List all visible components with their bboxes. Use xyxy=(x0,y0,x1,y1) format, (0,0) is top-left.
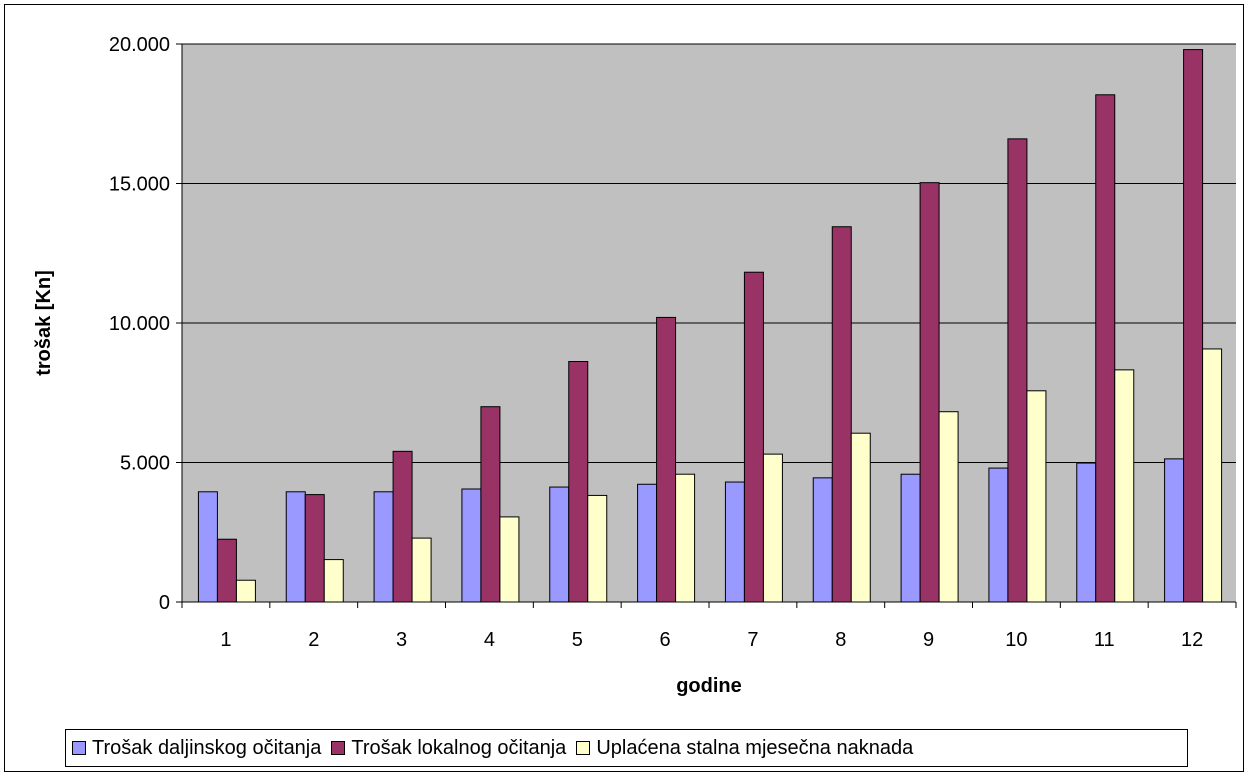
bar xyxy=(988,467,1009,603)
bar xyxy=(392,450,413,603)
x-tick-label: 11 xyxy=(1094,629,1115,651)
legend-label: Trošak daljinskog očitanja xyxy=(92,736,322,759)
legend-item: Trošak daljinskog očitanja xyxy=(72,737,321,760)
bar xyxy=(850,432,871,603)
bar xyxy=(235,579,256,603)
bar xyxy=(373,491,394,603)
bar xyxy=(724,481,745,603)
bar xyxy=(480,406,501,603)
y-tick-label: 10.000 xyxy=(109,313,170,335)
legend-swatch xyxy=(72,741,86,755)
legend-item: Uplaćena stalna mjesečna naknada xyxy=(576,737,913,760)
y-axis-title: trošak [Kn] xyxy=(33,270,55,376)
x-tick-label: 1 xyxy=(220,629,231,651)
y-tick-label: 15.000 xyxy=(109,174,170,196)
bar xyxy=(549,486,570,603)
x-tick-label: 9 xyxy=(923,629,934,651)
x-tick-label: 3 xyxy=(396,629,407,651)
bar xyxy=(323,559,344,603)
y-tick-labels: 0 5.000 10.000 15.000 20.000 xyxy=(109,34,170,614)
bar xyxy=(499,516,520,603)
bar xyxy=(568,361,589,603)
bar xyxy=(675,473,696,603)
legend-swatch xyxy=(331,741,346,755)
bar xyxy=(812,477,833,603)
bar xyxy=(1202,348,1223,603)
x-tick-labels: 1 2 3 4 5 6 7 8 9 10 11 12 xyxy=(220,629,1203,651)
bar xyxy=(900,473,921,603)
bar xyxy=(938,411,959,603)
bar xyxy=(919,182,940,603)
y-tick-label: 20.000 xyxy=(109,34,170,56)
bar xyxy=(762,453,783,603)
bar xyxy=(656,316,677,603)
x-tick-label: 5 xyxy=(572,629,583,651)
x-tick-label: 8 xyxy=(835,629,846,651)
x-tick-label: 4 xyxy=(484,629,495,651)
bar xyxy=(637,483,658,603)
axes xyxy=(176,43,1237,608)
legend-label: Trošak lokalnog očitanja xyxy=(351,736,567,759)
bar xyxy=(197,491,218,603)
x-axis-title: godine xyxy=(676,675,742,697)
y-tick-label: 0 xyxy=(159,592,170,614)
bar xyxy=(461,488,482,603)
x-tick-label: 6 xyxy=(660,629,671,651)
bar xyxy=(1183,49,1204,603)
bar xyxy=(1095,94,1116,603)
bar xyxy=(1164,458,1185,603)
bar xyxy=(1026,390,1047,603)
bar xyxy=(1007,138,1028,603)
legend-swatch xyxy=(576,741,591,755)
legend-label: Uplaćena stalna mjesečna naknada xyxy=(596,736,914,759)
y-tick-label: 5.000 xyxy=(120,453,170,475)
bar xyxy=(1076,462,1097,603)
bar xyxy=(216,538,237,603)
bar xyxy=(587,494,608,603)
legend: Trošak daljinskog očitanja Trošak lokaln… xyxy=(65,729,1188,767)
bar xyxy=(285,491,306,603)
bar xyxy=(304,494,325,603)
x-tick-label: 7 xyxy=(747,629,758,651)
bar xyxy=(831,226,852,603)
legend-item: Trošak lokalnog očitanja xyxy=(331,737,566,760)
x-tick-label: 12 xyxy=(1181,629,1203,651)
bar xyxy=(743,271,764,603)
x-tick-label: 2 xyxy=(308,629,319,651)
bar xyxy=(1114,369,1135,603)
bar xyxy=(411,537,432,603)
x-tick-label: 10 xyxy=(1005,629,1027,651)
gridlines xyxy=(182,43,1236,463)
